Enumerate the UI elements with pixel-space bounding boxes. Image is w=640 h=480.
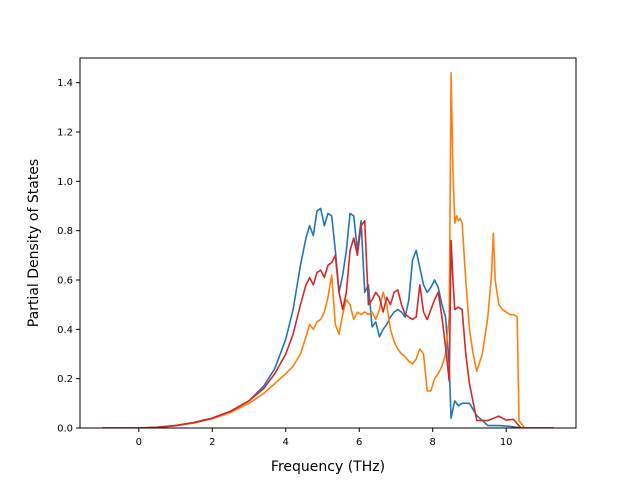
x-axis: 0 2 4 6 8 10 <box>136 428 513 448</box>
x-tick-label: 6 <box>356 437 362 448</box>
y-axis: 0.0 0.2 0.4 0.6 0.8 1.0 1.2 1.4 <box>57 78 80 435</box>
x-tick-label: 0 <box>136 437 142 448</box>
series-line-1 <box>102 207 554 428</box>
y-axis-title: Partial Density of States <box>26 159 42 327</box>
y-tick-label: 0.8 <box>57 226 73 237</box>
y-tick-label: 1.2 <box>57 128 73 139</box>
x-tick-label: 4 <box>283 437 289 448</box>
x-tick-label: 8 <box>430 437 436 448</box>
y-tick-label: 0.2 <box>57 374 73 385</box>
y-tick-label: 1.4 <box>57 78 73 89</box>
x-tick-label: 2 <box>209 437 215 448</box>
series-line-2 <box>102 72 554 428</box>
y-tick-label: 1.0 <box>57 177 73 188</box>
y-tick-label: 0.6 <box>57 276 73 287</box>
plot-frame <box>79 57 577 429</box>
x-tick-label: 10 <box>500 437 513 448</box>
series-layer <box>102 72 554 428</box>
series-line-3 <box>102 220 554 428</box>
y-tick-label: 0.0 <box>57 424 73 435</box>
y-tick-label: 0.4 <box>57 325 73 336</box>
x-axis-title: Frequency (THz) <box>271 459 385 475</box>
